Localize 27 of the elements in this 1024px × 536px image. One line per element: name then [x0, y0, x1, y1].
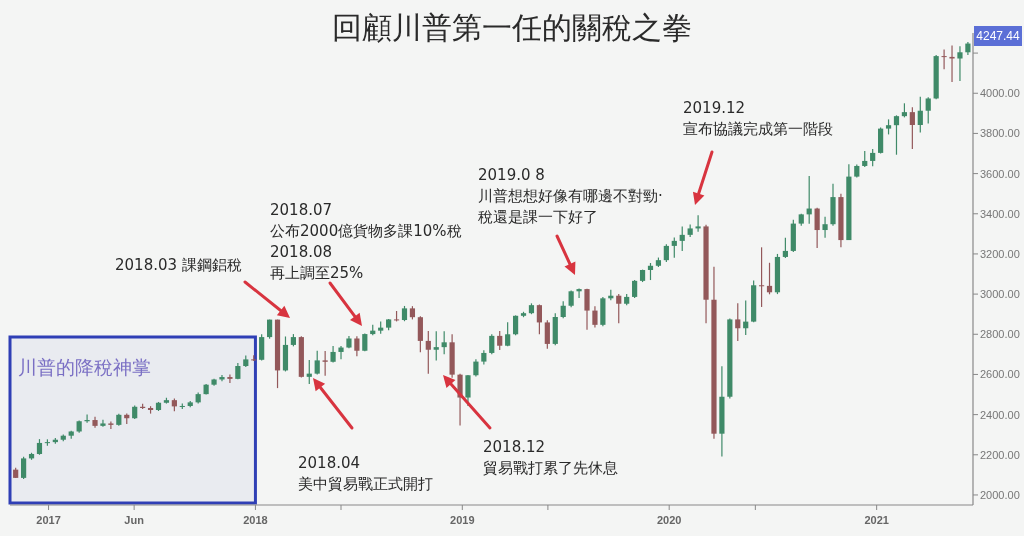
y-tick-label: 3200.00: [980, 247, 1020, 260]
y-tick-label: 4000.00: [980, 87, 1020, 100]
x-tick-label: Jun: [124, 514, 145, 526]
y-tick-label: 2200.00: [980, 448, 1020, 461]
x-tick-label: 2020: [656, 514, 682, 526]
annotation: 2018.12 貿易戰打累了先休息: [483, 438, 618, 477]
y-tick-label: 3400.00: [980, 207, 1020, 220]
annotation: 2018.03 課鋼鋁稅: [115, 256, 242, 274]
annotation: 2018.07 公布2000億貨物多課10%稅 2018.08 再上調至25%: [270, 201, 462, 282]
band-label: 川普的降稅神掌: [18, 356, 151, 378]
y-tick-label: 2400.00: [980, 408, 1020, 421]
x-tick-label: 2021: [864, 514, 889, 526]
x-tick-label: 2019: [450, 514, 475, 526]
price-tag: 4247.44: [974, 26, 1022, 46]
band: 川普的降稅神掌: [8, 335, 257, 505]
y-tick-label: 3000.00: [980, 288, 1020, 301]
y-tick-label: 3600.00: [980, 167, 1020, 180]
x-tick-label: 2017: [36, 514, 61, 526]
y-tick-label: 2000.00: [980, 488, 1020, 501]
y-tick-label: 3800.00: [980, 127, 1020, 140]
annotation: 2019.12 宣布協議完成第一階段: [683, 99, 833, 138]
chart-title: 回顧川普第一任的關稅之拳: [332, 10, 692, 45]
x-tick-label: 2018: [243, 514, 268, 526]
y-tick-label: 2600.00: [980, 368, 1020, 381]
y-tick-label: 2800.00: [980, 328, 1020, 341]
annotation: 2018.04 美中貿易戰正式開打: [298, 454, 433, 493]
annotation: 2019.0 8 川普想想好像有哪邊不對勁· 稅還是課一下好了: [478, 166, 663, 226]
